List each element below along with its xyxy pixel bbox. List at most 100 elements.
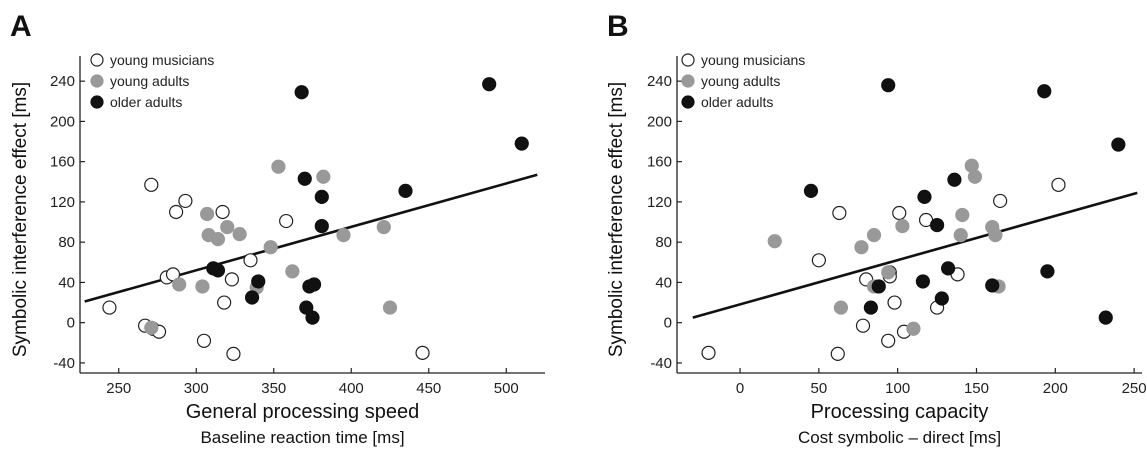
data-point xyxy=(169,204,184,220)
y-tick-label: 80 xyxy=(655,234,672,251)
data-point xyxy=(767,234,782,249)
y-tick-label: 200 xyxy=(50,113,75,130)
y-tick-label: -40 xyxy=(53,355,75,372)
y-tick-label: 120 xyxy=(50,194,75,211)
x-tick-label: 450 xyxy=(416,380,441,397)
data-point xyxy=(1111,137,1126,152)
data-point xyxy=(306,277,322,292)
data-point xyxy=(953,228,968,243)
y-axis-title: Symbolic interference effect [ms] xyxy=(10,82,31,357)
x-tick-label: 200 xyxy=(1043,380,1068,397)
data-point xyxy=(863,300,878,315)
data-point xyxy=(263,240,278,255)
data-point xyxy=(220,219,235,235)
data-point xyxy=(376,219,391,235)
series-young-adults xyxy=(144,159,398,335)
data-point xyxy=(144,177,159,192)
y-tick-label: 80 xyxy=(58,234,75,251)
legend-marker xyxy=(681,95,695,109)
data-point xyxy=(382,300,398,315)
data-point xyxy=(1051,177,1066,192)
y-tick-label: 120 xyxy=(647,194,672,211)
chart-panel-a: A 250 300 350 400 450 500 -40 0 40 80 120 160 200 240 G… xyxy=(10,10,545,447)
x-tick-label: 250 xyxy=(106,380,131,397)
y-tick-label: 240 xyxy=(50,73,75,90)
legend-marker xyxy=(90,74,104,88)
legend-label: young adults xyxy=(701,73,780,89)
data-point xyxy=(833,300,849,315)
data-point xyxy=(271,159,286,174)
legend-marker xyxy=(681,74,695,88)
data-point xyxy=(701,345,716,360)
data-point xyxy=(881,333,896,348)
data-point xyxy=(988,228,1003,243)
legend: young musicians young adults older adults xyxy=(90,52,214,110)
data-point xyxy=(811,253,826,268)
data-point xyxy=(244,290,260,305)
legend-label: older adults xyxy=(110,94,182,110)
data-point xyxy=(251,274,266,289)
data-point xyxy=(226,346,241,361)
x-tick-label: 100 xyxy=(885,380,910,397)
data-point xyxy=(285,264,300,279)
x-tick-label: 50 xyxy=(811,380,828,397)
data-point xyxy=(195,279,210,294)
y-axis-title: Symbolic interference effect [ms] xyxy=(606,82,627,357)
data-point xyxy=(172,277,187,292)
data-point xyxy=(887,295,902,310)
series-older-adults xyxy=(206,77,529,325)
x-axis-subtitle: Baseline reaction time [ms] xyxy=(200,428,404,447)
data-point xyxy=(915,274,930,289)
y-tick-label: 160 xyxy=(50,154,75,171)
x-axis-title: General processing speed xyxy=(186,401,419,423)
legend-label: older adults xyxy=(701,94,773,110)
legend-label: young musicians xyxy=(110,52,214,68)
x-axis-subtitle: Cost symbolic – direct [ms] xyxy=(798,428,1001,447)
panel-letter: A xyxy=(10,10,32,43)
legend-marker xyxy=(90,95,104,109)
legend-label: young musicians xyxy=(701,52,805,68)
x-tick-label: 250 xyxy=(1122,380,1147,397)
data-point xyxy=(316,169,331,184)
data-point xyxy=(215,204,230,220)
chart-panel-b: B 0 50 100 150 200 250 -40 0 40 80 120 160 200 240 Proc… xyxy=(606,10,1147,447)
data-point xyxy=(144,320,159,335)
data-point xyxy=(217,295,232,310)
y-tick-label: 0 xyxy=(67,315,75,332)
data-point xyxy=(514,136,529,151)
data-point xyxy=(832,205,847,221)
data-point xyxy=(967,169,983,184)
x-axis-title: Processing capacity xyxy=(811,401,989,423)
y-tick-label: -40 xyxy=(650,355,672,372)
x-tick-label: 150 xyxy=(964,380,989,397)
regression-line xyxy=(692,191,1138,319)
data-point xyxy=(871,279,886,294)
y-tick-label: 240 xyxy=(647,73,672,90)
data-point xyxy=(1040,264,1055,279)
data-point xyxy=(854,240,869,255)
panel-letter: B xyxy=(607,10,629,43)
data-point xyxy=(892,205,907,221)
data-point xyxy=(210,263,226,278)
data-point xyxy=(299,300,314,315)
data-point xyxy=(855,318,871,333)
data-point xyxy=(985,278,1000,293)
data-point xyxy=(941,261,956,276)
legend-marker xyxy=(90,53,104,67)
data-point xyxy=(917,189,932,204)
data-point xyxy=(279,213,294,229)
x-tick-label: 0 xyxy=(736,380,744,397)
data-point xyxy=(297,171,312,186)
data-point xyxy=(102,300,117,315)
data-point xyxy=(224,272,239,287)
data-point xyxy=(314,218,329,234)
data-point xyxy=(294,85,309,100)
data-point xyxy=(803,183,819,198)
data-point xyxy=(482,77,497,92)
data-point xyxy=(314,189,329,204)
data-point xyxy=(947,172,962,187)
data-point xyxy=(866,228,882,243)
data-point xyxy=(881,265,896,280)
